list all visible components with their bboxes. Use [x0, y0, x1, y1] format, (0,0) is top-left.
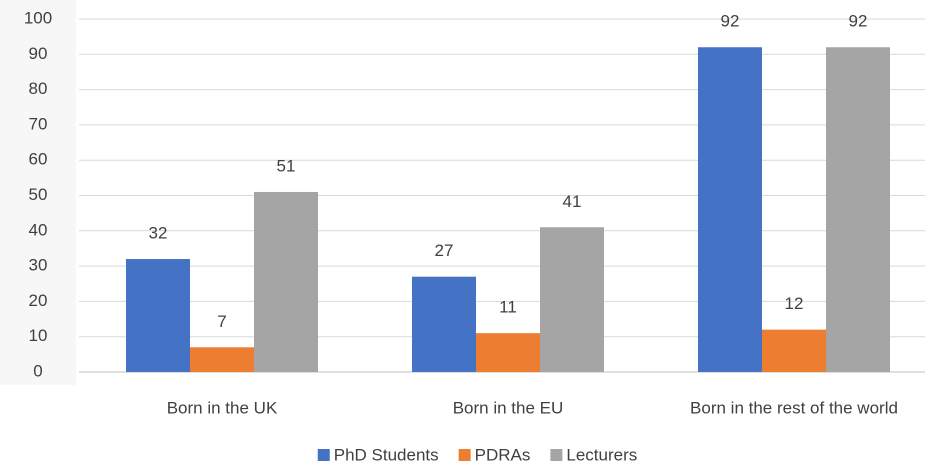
- data-label: 32: [149, 224, 168, 243]
- legend: PhD Students PDRAs Lecturers: [317, 445, 637, 464]
- y-tick-label: 70: [29, 114, 48, 133]
- axis-background: [0, 0, 76, 385]
- legend-swatch: [550, 449, 563, 461]
- data-label: 12: [785, 294, 804, 313]
- y-tick-label: 90: [29, 44, 48, 63]
- bar: [698, 47, 762, 373]
- bar: [540, 227, 604, 372]
- y-tick-label: 30: [29, 256, 48, 275]
- legend-swatch: [317, 449, 330, 461]
- x-tick-label: Born in the EU: [453, 398, 564, 417]
- data-label: 92: [849, 12, 868, 31]
- bar: [254, 191, 318, 372]
- legend-label: Lecturers: [566, 445, 637, 464]
- y-tick-label: 0: [33, 361, 42, 380]
- data-label: 92: [721, 12, 740, 31]
- y-tick-label: 50: [29, 185, 48, 204]
- legend-label: PDRAs: [475, 445, 531, 464]
- y-tick-label: 20: [29, 291, 48, 310]
- bar: [476, 333, 540, 372]
- data-label: 11: [499, 298, 517, 317]
- y-tick-label: 40: [29, 220, 48, 239]
- data-label: 41: [563, 192, 582, 211]
- bar: [190, 347, 254, 372]
- x-tick-label: Born in the UK: [167, 398, 278, 417]
- x-tick-label: Born in the rest of the world: [690, 398, 898, 417]
- legend-label: PhD Students: [334, 445, 439, 464]
- bar: [762, 329, 826, 372]
- legend-swatch: [458, 449, 471, 461]
- y-tick-label: 80: [29, 79, 48, 98]
- bar: [412, 276, 476, 372]
- data-label: 7: [217, 312, 226, 331]
- y-tick-label: 60: [29, 150, 48, 169]
- data-label: 27: [435, 241, 454, 260]
- y-tick-label: 100: [24, 8, 52, 27]
- bar: [126, 259, 190, 372]
- bar: [826, 47, 890, 373]
- y-tick-label: 10: [29, 326, 48, 345]
- data-label: 51: [277, 156, 296, 175]
